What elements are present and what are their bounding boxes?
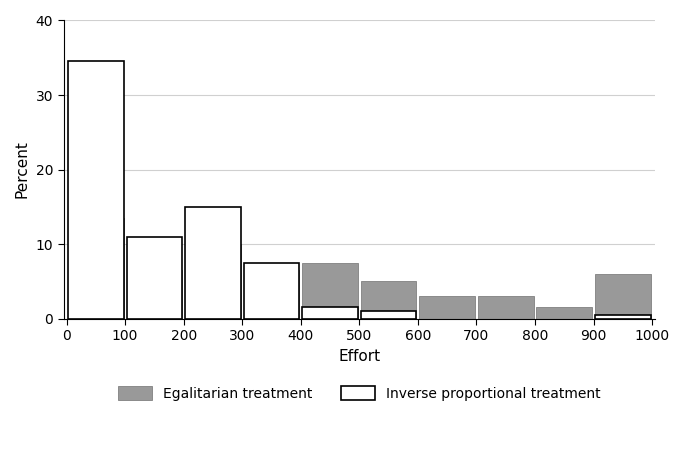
Bar [244, 263, 299, 319]
X-axis label: Effort: Effort [338, 348, 380, 364]
Bar [361, 281, 416, 319]
Bar [185, 244, 240, 319]
Bar [302, 263, 358, 319]
Bar [302, 307, 358, 319]
Bar [127, 270, 182, 319]
Bar [244, 270, 299, 319]
Bar [536, 307, 592, 319]
Legend: Egalitarian treatment, Inverse proportional treatment: Egalitarian treatment, Inverse proportio… [118, 386, 601, 401]
Bar [361, 311, 416, 319]
Bar [68, 218, 123, 319]
Bar [595, 315, 651, 319]
Bar [478, 296, 534, 319]
Bar [127, 237, 182, 319]
Bar [68, 62, 123, 319]
Y-axis label: Percent: Percent [15, 141, 30, 199]
Bar [419, 296, 475, 319]
Bar [595, 274, 651, 319]
Bar [185, 207, 240, 319]
